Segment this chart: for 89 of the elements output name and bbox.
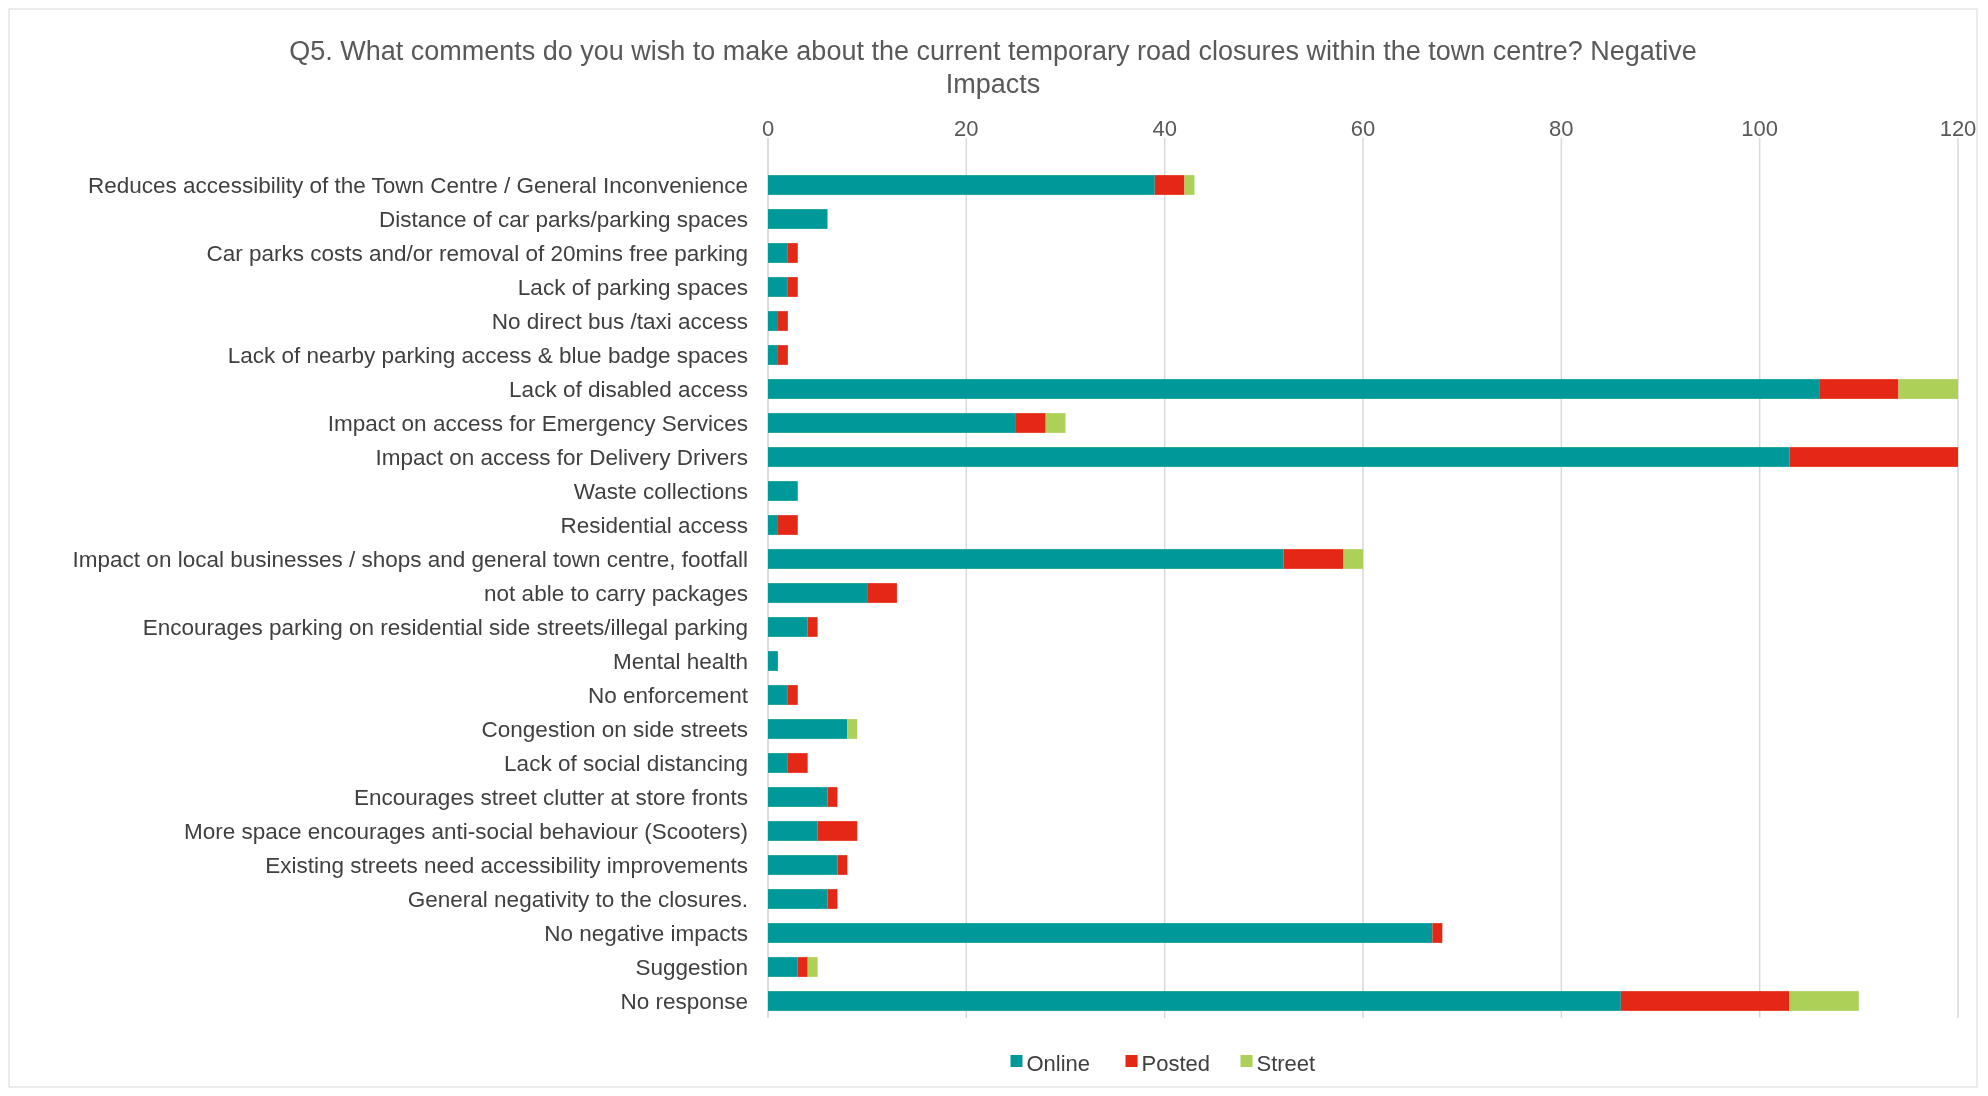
bar — [777, 515, 798, 535]
y-tick-label: not able to carry packages — [484, 580, 748, 606]
bar — [1898, 379, 1958, 399]
x-tick-label: 60 — [1350, 116, 1376, 141]
y-tick-label: Residential access — [560, 512, 748, 538]
bar — [787, 685, 798, 705]
y-tick-label: Impact on access for Delivery Drivers — [375, 444, 748, 470]
y-tick-label: Existing streets need accessibility improvements — [265, 852, 748, 878]
y-tick-label: Lack of social distancing — [504, 750, 748, 776]
y-tick-label: Waste collections — [573, 478, 748, 504]
bar — [768, 889, 828, 909]
bar — [768, 957, 798, 977]
bar — [768, 345, 778, 365]
bar — [768, 379, 1820, 399]
bar — [1819, 379, 1899, 399]
bar — [768, 821, 818, 841]
y-tick-label: Mental health — [612, 648, 748, 674]
chart-title: Q5. What comments do you wish to make about the current temporary road closures within the town centre? Negative Impacts — [289, 36, 1697, 99]
bar — [797, 957, 808, 977]
y-tick-label: Impact on access for Emergency Services — [327, 410, 748, 436]
bar — [768, 855, 838, 875]
bar — [768, 311, 778, 331]
y-tick-label: No negative impacts — [544, 920, 748, 946]
bar — [837, 855, 848, 875]
bar — [1184, 175, 1195, 195]
bar — [768, 651, 778, 671]
bar — [1283, 549, 1344, 569]
bar — [768, 481, 798, 501]
bar — [1015, 413, 1046, 433]
bar — [768, 685, 788, 705]
bar — [768, 923, 1433, 943]
x-tick-label: 100 — [1741, 116, 1779, 141]
y-tick-label: Congestion on side streets — [481, 716, 748, 742]
y-tick-label: No response — [620, 988, 748, 1014]
bar — [787, 753, 808, 773]
bar — [1789, 991, 1859, 1011]
bar — [787, 277, 798, 297]
y-tick-label: Distance of car parks/parking spaces — [379, 206, 748, 232]
bar — [768, 515, 778, 535]
bar — [768, 175, 1155, 195]
y-tick-label: Lack of parking spaces — [517, 274, 748, 300]
y-tick-label: Lack of disabled access — [509, 376, 748, 402]
bar — [777, 345, 788, 365]
bar — [1154, 175, 1185, 195]
bar — [807, 617, 818, 637]
bar — [768, 991, 1621, 1011]
legend-label: Posted — [1141, 1050, 1210, 1076]
legend-label: Online — [1026, 1050, 1091, 1076]
bar — [768, 719, 848, 739]
y-tick-label: Suggestion — [635, 954, 748, 980]
x-tick-label: 120 — [1939, 116, 1977, 141]
bar — [807, 957, 818, 977]
bar — [777, 311, 788, 331]
y-tick-label: Impact on local businesses / shops and general town centre, footfall — [72, 546, 748, 572]
bar — [1789, 447, 1958, 467]
bar — [768, 209, 828, 229]
bar — [1620, 991, 1790, 1011]
bar — [768, 243, 788, 263]
x-tick-label: 20 — [954, 116, 979, 141]
y-tick-label: No enforcement — [587, 682, 749, 708]
bar — [768, 583, 868, 603]
y-tick-label: Encourages parking on residential side streets/illegal parking — [142, 614, 748, 640]
bar — [827, 787, 838, 807]
bar — [867, 583, 897, 603]
bar — [768, 753, 788, 773]
x-tick-label: 40 — [1152, 116, 1177, 141]
bar — [1045, 413, 1066, 433]
y-tick-label: Encourages street clutter at store fronts — [354, 784, 748, 810]
bar — [827, 889, 838, 909]
bar — [1432, 923, 1443, 943]
bar — [768, 549, 1284, 569]
bar — [768, 617, 808, 637]
y-tick-label: Car parks costs and/or removal of 20mins free parking — [206, 240, 748, 266]
y-tick-label: More space encourages anti-social behaviour (Scooters) — [183, 818, 748, 844]
y-tick-label: Lack of nearby parking access & blue badge spaces — [227, 342, 748, 368]
y-tick-label: General negativity to the closures. — [407, 886, 748, 912]
bar — [1343, 549, 1363, 569]
y-tick-label: No direct bus /taxi access — [491, 308, 748, 334]
bar — [768, 787, 828, 807]
legend-label: Street — [1256, 1050, 1316, 1076]
x-tick-label: 0 — [761, 116, 775, 141]
bar — [787, 243, 798, 263]
bar — [847, 719, 858, 739]
bar — [768, 413, 1016, 433]
y-tick-label: Reduces accessibility of the Town Centre / General Inconvenience — [88, 172, 748, 198]
bar — [768, 447, 1790, 467]
x-tick-label: 80 — [1549, 116, 1574, 141]
bar — [768, 277, 788, 297]
bar — [817, 821, 858, 841]
